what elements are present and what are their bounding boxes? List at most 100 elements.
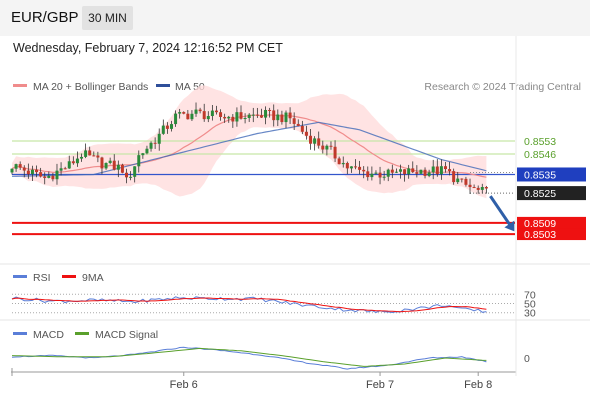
candle (243, 118, 247, 120)
candle (182, 112, 186, 114)
macd-panel: 0 (11, 346, 530, 370)
rsi-ma-line (11, 297, 487, 313)
resistance-label-1: 0.8546 (524, 149, 556, 161)
rsi-line (11, 296, 487, 314)
candle (153, 142, 157, 144)
candle (292, 118, 296, 124)
candle (59, 168, 63, 171)
candle (71, 161, 75, 164)
candle (284, 112, 288, 123)
candle (43, 176, 47, 178)
candle (448, 169, 452, 172)
candle (280, 114, 284, 123)
candle (251, 114, 255, 116)
candle (443, 166, 447, 170)
timeframe-button[interactable]: 30 MIN (82, 6, 133, 30)
rsi-level-label-1: 50 (524, 299, 536, 311)
candle (452, 171, 456, 183)
candle (194, 109, 198, 114)
rsi-ma-legend-label: 9MA (82, 272, 104, 284)
candle (460, 178, 464, 180)
candle (313, 138, 317, 144)
instrument-title: EUR/GBP (11, 9, 79, 26)
candle (133, 166, 137, 177)
candle (231, 116, 235, 122)
macd-signal-line (11, 347, 487, 367)
candle (47, 175, 51, 178)
candle (403, 169, 407, 175)
candle (337, 158, 341, 165)
candle (129, 176, 133, 178)
x-axis: Feb 6 Feb 7 Feb 8 (11, 368, 492, 391)
candle (63, 168, 67, 170)
forecast-arrow-shaft (489, 195, 513, 228)
support-label-5: 0.8503 (524, 229, 556, 241)
forecast-arrow-head (504, 220, 515, 232)
candle (255, 114, 259, 116)
candle (30, 169, 34, 175)
candle (296, 123, 300, 126)
candle (304, 131, 308, 136)
candle (427, 172, 431, 176)
candle (386, 169, 390, 177)
ma50-line (12, 121, 487, 177)
candle (288, 112, 292, 119)
candle (349, 166, 353, 169)
candle (325, 145, 329, 150)
candle (108, 160, 112, 163)
candle (472, 187, 476, 189)
macd-line (11, 346, 487, 370)
rsi-level-label-2: 30 (524, 308, 536, 320)
support-tag-4 (517, 216, 586, 229)
rsi-legend-swatch (13, 275, 27, 278)
candle (39, 172, 43, 177)
candle (92, 155, 96, 157)
macd-signal-legend-label: MACD Signal (95, 329, 158, 341)
candle (112, 160, 116, 170)
candle (80, 156, 84, 159)
candle (370, 173, 374, 178)
rsi-ma-legend-swatch (62, 275, 76, 278)
candle (96, 155, 100, 158)
candle (198, 109, 202, 112)
timestamp: Wednesday, February 7, 2024 12:16:52 PM … (13, 41, 283, 55)
candle (435, 166, 439, 175)
candle (439, 166, 443, 175)
candle (223, 116, 227, 119)
ma20-legend-label: MA 20 + Bollinger Bands (33, 81, 148, 93)
candle (178, 112, 182, 114)
candle (431, 166, 435, 173)
candle (137, 155, 141, 167)
candle (84, 150, 88, 157)
ma50-legend-swatch (156, 84, 170, 87)
candle (14, 164, 18, 169)
candle (394, 171, 398, 173)
candle (219, 112, 223, 117)
candle (141, 153, 145, 156)
candle (366, 171, 370, 178)
candle (88, 150, 92, 156)
candle (35, 169, 39, 173)
candle (317, 138, 321, 146)
resistance-label-0: 0.8553 (524, 136, 556, 148)
price-tag (517, 186, 586, 201)
candle (382, 176, 386, 178)
bollinger-band (12, 85, 487, 199)
candle (190, 113, 194, 120)
candle (333, 146, 337, 159)
candle (10, 168, 14, 173)
candle (341, 162, 345, 165)
x-tick-label-0: Feb 6 (170, 379, 198, 391)
candle (362, 169, 366, 172)
candle (75, 158, 79, 164)
candle (67, 161, 71, 169)
candle (378, 172, 382, 178)
candle (165, 125, 169, 129)
candle (202, 111, 206, 120)
candle (169, 124, 173, 129)
support-tag-5 (517, 228, 586, 241)
candle (149, 142, 153, 149)
macd-zero-label: 0 (524, 353, 530, 365)
